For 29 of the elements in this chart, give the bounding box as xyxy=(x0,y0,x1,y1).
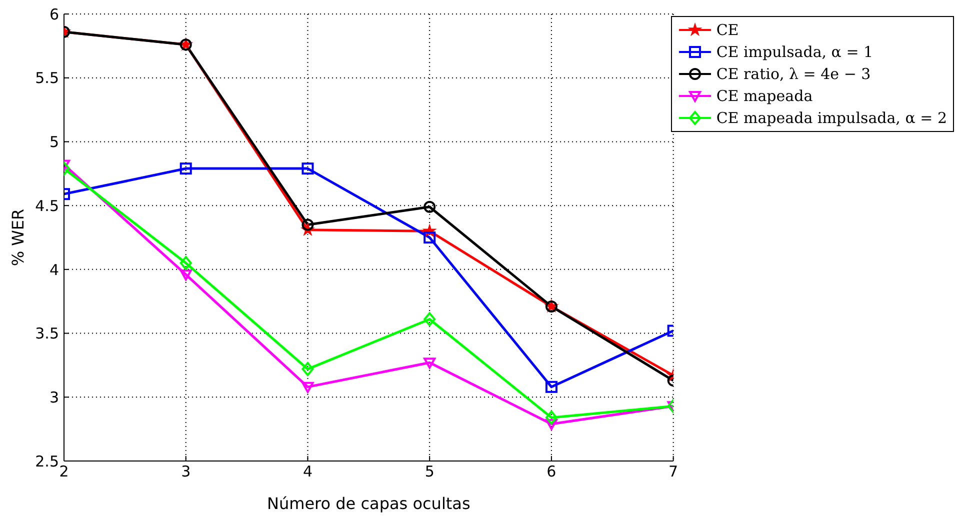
legend-label: CE ratio, λ = 4e − 3 xyxy=(716,65,871,83)
x-tick-label: 6 xyxy=(546,462,556,481)
y-tick-label: 5.5 xyxy=(35,69,59,88)
legend-label: CE mapeada xyxy=(716,87,813,105)
x-tick-label: 5 xyxy=(424,462,434,481)
x-tick-label: 2 xyxy=(59,462,69,481)
point xyxy=(424,200,436,213)
point xyxy=(302,218,314,231)
y-tick-label: 3.5 xyxy=(35,324,59,343)
point xyxy=(302,382,314,393)
y-tick-label: 4.5 xyxy=(35,196,59,215)
point xyxy=(302,162,314,175)
y-axis-title: % WER xyxy=(8,208,28,266)
y-tick-label: 5 xyxy=(49,133,59,152)
legend-label: CE mapeada impulsada, α = 2 xyxy=(716,109,947,127)
y-tick-label: 2.5 xyxy=(35,452,59,470)
x-tick-label: 4 xyxy=(302,462,312,481)
point xyxy=(424,232,436,244)
x-tick-label: 7 xyxy=(668,462,678,481)
x-tick-label: 3 xyxy=(181,462,191,481)
legend-label: CE xyxy=(716,21,739,39)
y-tick-label: 6 xyxy=(49,5,59,24)
point xyxy=(424,312,436,326)
point xyxy=(302,362,314,376)
y-tick-label: 4 xyxy=(49,260,59,279)
y-tick-label: 3 xyxy=(49,388,59,406)
x-axis-title: Número de capas ocultas xyxy=(267,494,470,513)
point xyxy=(424,358,436,369)
legend-label: CE impulsada, α = 1 xyxy=(716,43,874,61)
